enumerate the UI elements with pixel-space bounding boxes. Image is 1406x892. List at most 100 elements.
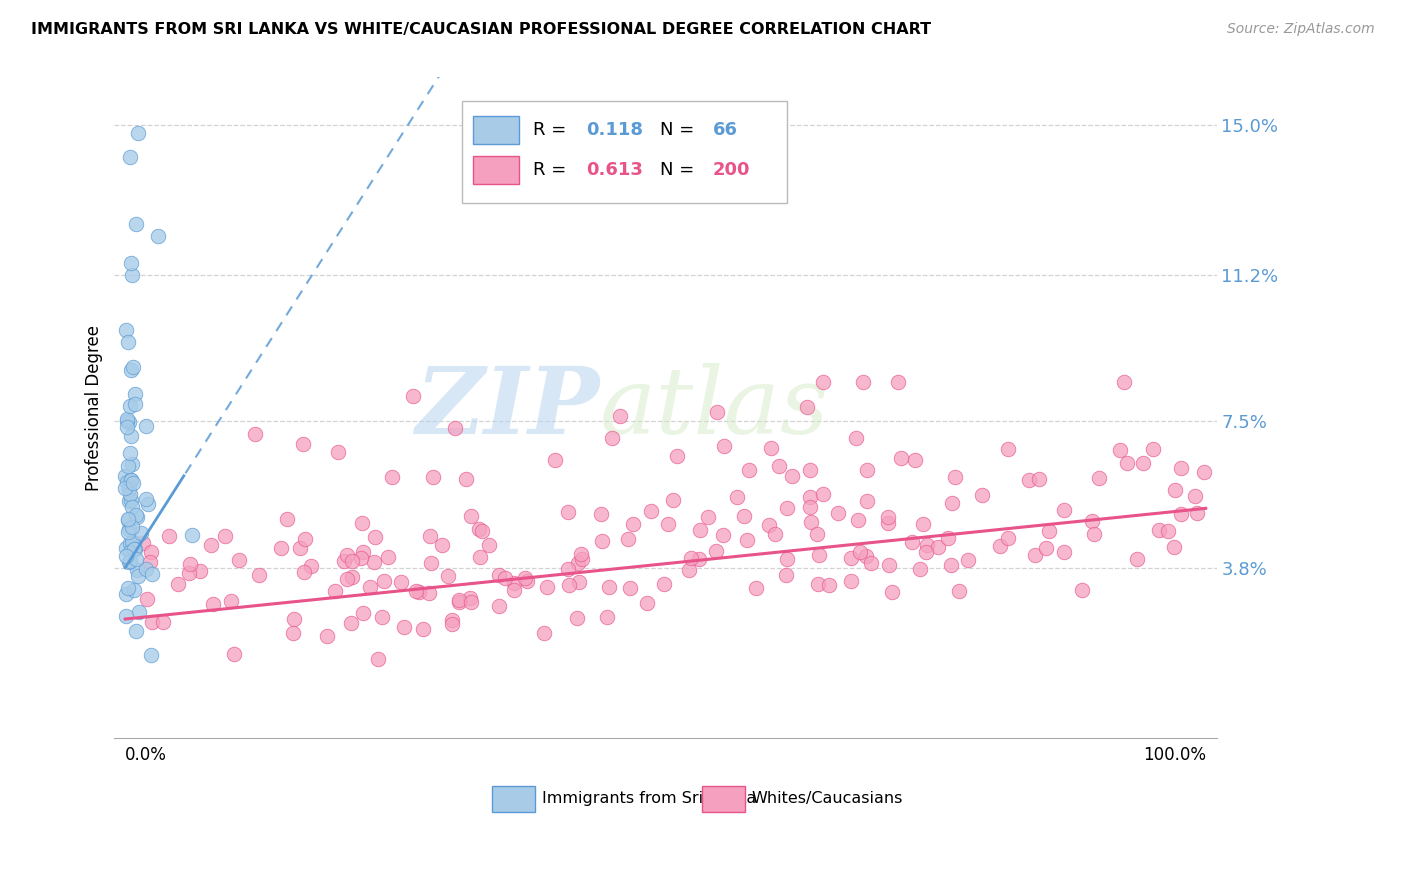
Point bbox=[775, 500, 797, 515]
Point bbox=[138, 498, 160, 512]
Point bbox=[591, 534, 613, 549]
Point bbox=[681, 551, 703, 566]
Point bbox=[352, 606, 374, 620]
Point bbox=[125, 510, 148, 524]
Point bbox=[281, 626, 304, 640]
Point bbox=[363, 530, 385, 544]
Point bbox=[152, 615, 174, 629]
Point bbox=[125, 217, 148, 231]
Point bbox=[294, 533, 316, 547]
Point bbox=[141, 615, 163, 629]
Point bbox=[118, 486, 141, 500]
Point bbox=[917, 537, 939, 551]
Point bbox=[118, 446, 141, 460]
Point bbox=[860, 556, 883, 570]
Point bbox=[600, 431, 623, 445]
Point bbox=[120, 536, 142, 550]
Point bbox=[447, 592, 470, 607]
Point bbox=[799, 500, 821, 514]
Point bbox=[243, 426, 266, 441]
Point bbox=[1088, 471, 1111, 485]
Point bbox=[988, 539, 1011, 553]
Point bbox=[440, 616, 463, 631]
Text: 0.0%: 0.0% bbox=[125, 746, 167, 764]
Point bbox=[121, 535, 143, 549]
Point bbox=[118, 415, 141, 429]
Point bbox=[568, 575, 591, 590]
Point bbox=[908, 562, 931, 576]
Point bbox=[533, 626, 555, 640]
Point bbox=[943, 470, 966, 484]
Point bbox=[373, 574, 395, 589]
Point bbox=[392, 620, 415, 634]
Text: R =: R = bbox=[533, 161, 572, 179]
Point bbox=[488, 567, 510, 582]
Point bbox=[201, 597, 224, 611]
Point bbox=[1081, 514, 1104, 528]
Point bbox=[276, 512, 298, 526]
Text: 66: 66 bbox=[713, 121, 738, 139]
Point bbox=[558, 578, 581, 592]
Point bbox=[200, 538, 222, 552]
Point bbox=[800, 515, 823, 529]
Point bbox=[125, 508, 148, 522]
Point bbox=[799, 463, 821, 477]
Point bbox=[115, 587, 138, 601]
Point bbox=[849, 545, 872, 559]
Point bbox=[839, 550, 862, 565]
Point bbox=[401, 389, 423, 403]
Point bbox=[758, 517, 780, 532]
Point bbox=[124, 582, 146, 597]
Point bbox=[948, 583, 970, 598]
Point bbox=[419, 528, 441, 542]
Point bbox=[124, 397, 146, 411]
Point bbox=[118, 482, 141, 496]
Point bbox=[706, 405, 728, 419]
Point bbox=[299, 559, 322, 574]
Point bbox=[363, 555, 385, 569]
Point bbox=[1053, 502, 1076, 516]
Point bbox=[846, 513, 869, 527]
Point bbox=[148, 228, 170, 243]
Point bbox=[292, 566, 315, 580]
Point bbox=[118, 494, 141, 508]
Point bbox=[1164, 483, 1187, 497]
Point bbox=[711, 528, 734, 542]
Point bbox=[115, 608, 138, 623]
Point bbox=[725, 490, 748, 504]
Point bbox=[997, 531, 1019, 545]
Point bbox=[877, 510, 900, 524]
Point bbox=[780, 469, 803, 483]
Point bbox=[336, 572, 359, 586]
Text: N =: N = bbox=[659, 161, 700, 179]
Point bbox=[936, 531, 959, 545]
Point bbox=[228, 553, 250, 567]
Point bbox=[1109, 443, 1132, 458]
Point bbox=[333, 554, 356, 568]
Point bbox=[138, 555, 160, 569]
Point bbox=[115, 323, 138, 337]
Point bbox=[1035, 541, 1057, 555]
Point bbox=[291, 436, 314, 450]
Point bbox=[763, 527, 786, 541]
Point bbox=[120, 363, 142, 377]
Point bbox=[1112, 375, 1135, 389]
Point bbox=[956, 553, 979, 567]
FancyBboxPatch shape bbox=[472, 116, 519, 145]
Point bbox=[340, 615, 363, 630]
Point bbox=[449, 595, 471, 609]
Point bbox=[688, 552, 710, 566]
Point bbox=[468, 550, 491, 565]
Point bbox=[460, 595, 482, 609]
Point bbox=[696, 509, 718, 524]
Text: 200: 200 bbox=[713, 161, 751, 179]
Point bbox=[598, 580, 620, 594]
Point bbox=[437, 569, 460, 583]
Point bbox=[678, 564, 700, 578]
Point bbox=[503, 582, 526, 597]
Point bbox=[839, 574, 862, 588]
Point bbox=[135, 561, 157, 575]
Point bbox=[565, 611, 588, 625]
Point bbox=[315, 629, 337, 643]
Point bbox=[114, 468, 136, 483]
